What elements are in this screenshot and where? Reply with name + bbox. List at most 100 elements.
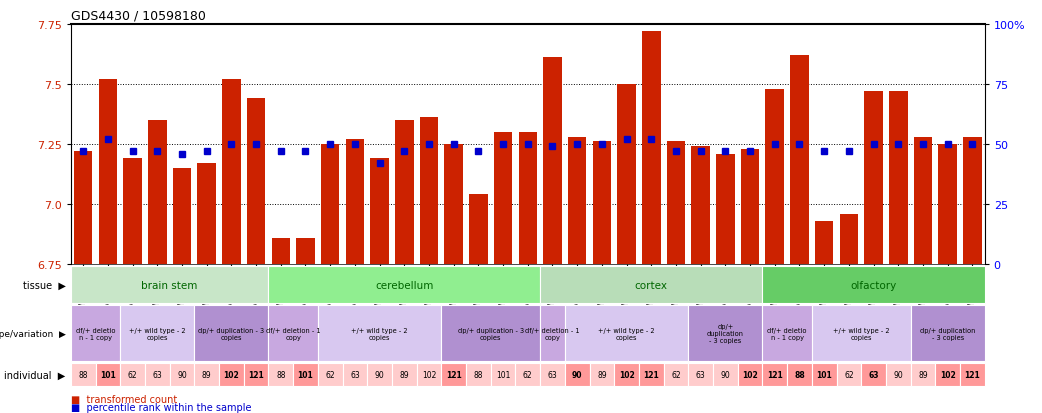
Bar (71, 363, 96, 386)
Bar (442, 363, 466, 386)
Text: df/+ deletion - 1
copy: df/+ deletion - 1 copy (266, 327, 320, 340)
Text: 90: 90 (572, 370, 582, 379)
Bar (889, 92, 908, 264)
Bar (442, 306, 540, 361)
Bar (244, 363, 269, 386)
Bar (145, 363, 170, 386)
Text: 101: 101 (100, 370, 116, 379)
Bar (840, 214, 859, 264)
Bar (766, 90, 784, 264)
Text: genotype/variation  ▶: genotype/variation ▶ (0, 329, 66, 338)
Text: ■  percentile rank within the sample: ■ percentile rank within the sample (71, 402, 251, 412)
Bar (71, 306, 120, 361)
Bar (269, 363, 293, 386)
Text: +/+ wild type - 2
copies: +/+ wild type - 2 copies (351, 327, 407, 340)
Text: 88: 88 (78, 370, 88, 379)
Bar (219, 363, 244, 386)
Bar (837, 363, 861, 386)
Bar (911, 363, 936, 386)
Bar (96, 363, 120, 386)
Bar (741, 150, 760, 264)
Text: 102: 102 (224, 370, 240, 379)
Text: 89: 89 (597, 370, 606, 379)
Bar (367, 363, 392, 386)
Bar (445, 145, 463, 264)
Text: 63: 63 (696, 370, 705, 379)
Bar (664, 363, 689, 386)
Bar (713, 363, 738, 386)
Text: 88: 88 (276, 370, 286, 379)
Bar (346, 140, 364, 264)
Bar (71, 266, 269, 304)
Bar (170, 363, 195, 386)
Bar (296, 238, 315, 264)
Text: 63: 63 (868, 370, 878, 379)
Bar (370, 159, 389, 264)
Text: 88: 88 (794, 370, 804, 379)
Bar (861, 363, 886, 386)
Text: dp/+
duplication
- 3 copies: dp/+ duplication - 3 copies (706, 323, 744, 344)
Bar (395, 121, 414, 264)
Text: 62: 62 (844, 370, 853, 379)
Bar (420, 118, 439, 264)
Text: 102: 102 (619, 370, 635, 379)
Bar (343, 363, 367, 386)
Bar (466, 363, 491, 386)
Text: dp/+ duplication - 3
copies: dp/+ duplication - 3 copies (198, 327, 265, 340)
Text: df/+ deletion - 1
copy: df/+ deletion - 1 copy (525, 327, 579, 340)
Bar (293, 363, 318, 386)
Text: 90: 90 (177, 370, 187, 379)
Bar (716, 154, 735, 264)
Bar (689, 363, 713, 386)
Text: 90: 90 (375, 370, 384, 379)
Bar (738, 363, 763, 386)
Text: ■  transformed count: ■ transformed count (71, 394, 177, 404)
Text: 101: 101 (496, 370, 511, 379)
Text: tissue  ▶: tissue ▶ (23, 280, 66, 290)
Bar (148, 121, 167, 264)
Text: +/+ wild type - 2
copies: +/+ wild type - 2 copies (833, 327, 890, 340)
Bar (491, 363, 516, 386)
Bar (590, 363, 614, 386)
Text: 89: 89 (918, 370, 927, 379)
Text: 90: 90 (893, 370, 903, 379)
Bar (318, 306, 442, 361)
Text: 63: 63 (350, 370, 359, 379)
Bar (617, 85, 636, 264)
Bar (565, 363, 590, 386)
Text: 121: 121 (446, 370, 462, 379)
Bar (247, 99, 266, 264)
Bar (173, 169, 192, 264)
Bar (195, 363, 219, 386)
Bar (692, 147, 710, 264)
Text: GDS4430 / 10598180: GDS4430 / 10598180 (71, 9, 205, 22)
Text: 88: 88 (474, 370, 483, 379)
Bar (787, 363, 812, 386)
Text: 63: 63 (152, 370, 163, 379)
Bar (494, 133, 513, 264)
Bar (120, 306, 195, 361)
Text: cerebellum: cerebellum (375, 280, 433, 290)
Bar (269, 266, 540, 304)
Text: dp/+ duplication - 3
copies: dp/+ duplication - 3 copies (457, 327, 524, 340)
Bar (763, 266, 985, 304)
Text: cortex: cortex (635, 280, 668, 290)
Text: 101: 101 (816, 370, 832, 379)
Bar (886, 363, 911, 386)
Bar (642, 32, 661, 264)
Bar (763, 306, 812, 361)
Text: df/+ deletio
n - 1 copy: df/+ deletio n - 1 copy (76, 327, 116, 340)
Bar (543, 58, 562, 264)
Text: olfactory: olfactory (850, 280, 897, 290)
Bar (565, 306, 689, 361)
Bar (197, 164, 216, 264)
Bar (689, 306, 763, 361)
Bar (568, 138, 587, 264)
Text: 62: 62 (671, 370, 680, 379)
Bar (812, 363, 837, 386)
Text: 121: 121 (767, 370, 783, 379)
Text: +/+ wild type - 2
copies: +/+ wild type - 2 copies (598, 327, 654, 340)
Bar (540, 266, 763, 304)
Bar (763, 363, 787, 386)
Bar (392, 363, 417, 386)
